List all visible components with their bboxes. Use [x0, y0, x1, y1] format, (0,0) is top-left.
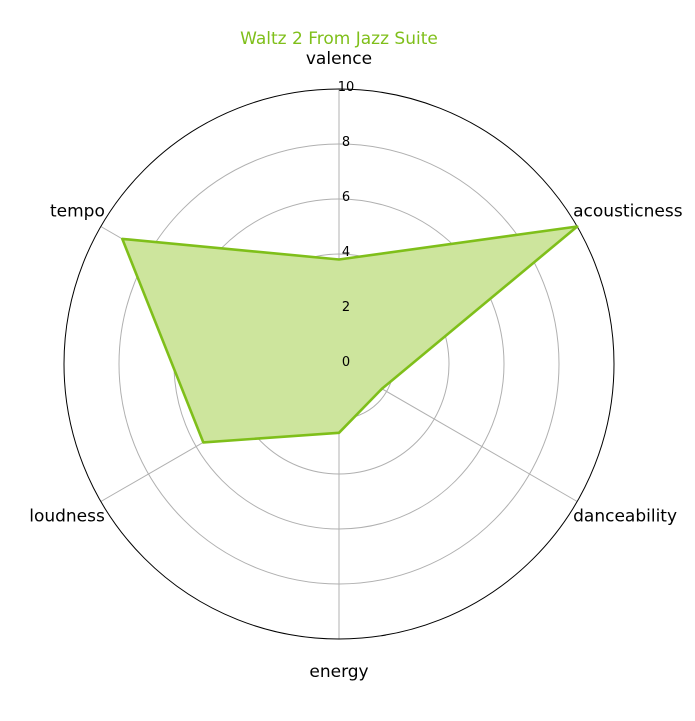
tick-label-0: 0 [342, 355, 350, 370]
tick-label-8: 8 [342, 135, 350, 150]
tick-label-4: 4 [342, 245, 350, 260]
chart-title: Waltz 2 From Jazz Suite [240, 29, 438, 49]
axis-label-acousticness: acousticness [573, 202, 683, 222]
axis-label-energy: energy [309, 662, 368, 682]
axis-label-valence: valence [306, 49, 372, 69]
tick-label-6: 6 [342, 190, 350, 205]
axis-label-danceability: danceability [573, 507, 677, 527]
series-layer [121, 225, 579, 444]
axis-label-tempo: tempo [50, 202, 105, 222]
tick-label-10: 10 [338, 80, 355, 95]
tick-label-2: 2 [342, 300, 350, 315]
series-line [121, 225, 579, 444]
tick-labels: 0 2 4 6 8 10 [338, 80, 355, 370]
axis-label-loudness: loudness [29, 507, 105, 527]
series-area [122, 226, 578, 443]
axis-labels: valence acousticness danceability energy lou… [29, 49, 683, 682]
outer-frame [63, 88, 615, 640]
